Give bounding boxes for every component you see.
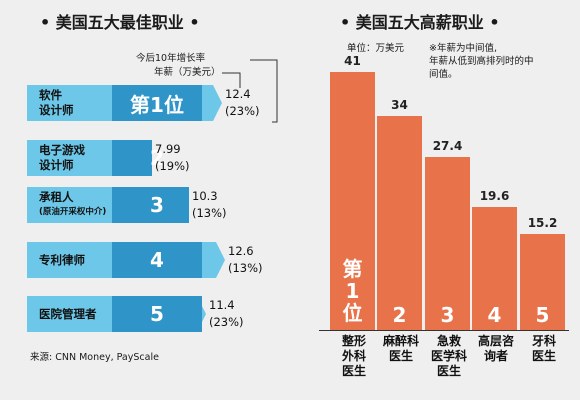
salary-column <box>425 157 470 330</box>
rank-label: 5 <box>150 302 164 326</box>
rank-char: 第 <box>342 257 363 281</box>
column-rank-label: 2 <box>392 303 407 327</box>
category-line: 医生 <box>341 364 366 378</box>
salary-bar <box>27 242 225 278</box>
salary-value: 10.3 <box>192 189 218 203</box>
occupation-line: 软件 <box>39 88 62 102</box>
legend-salary-label: 年薪（万美元） <box>154 67 221 78</box>
rank-box <box>112 296 202 332</box>
occupation-label: 电子游戏 设计师 <box>39 140 85 176</box>
salary-value: 12.6 <box>228 244 254 258</box>
legend-growth-label: 今后10年增长率 <box>136 53 206 64</box>
occupation-line: 医院管理者 <box>39 306 97 321</box>
column-value-label: 41 <box>344 54 361 68</box>
column-value-label: 34 <box>391 98 408 112</box>
column-category-label: 急救 医学科 医生 <box>424 334 474 379</box>
right-chart-title: • 美国五大高薪职业 • <box>340 13 500 32</box>
occupation-label: 承租人 (原油开采权中介) <box>39 187 106 223</box>
occupation-line: 设计师 <box>39 158 74 172</box>
bar-row: 承租人 (原油开采权中介) 3 10.3 (13%) <box>27 187 269 223</box>
occupation-line: 专利律师 <box>39 252 85 267</box>
rank-box <box>112 85 202 121</box>
growth-value: (13%) <box>228 261 263 275</box>
column-rank-label: 5 <box>535 303 550 327</box>
rank-char: 1 <box>345 279 360 303</box>
salary-bar <box>27 140 152 176</box>
bar-row: 电子游戏 设计师 2 7.99 (19%) <box>27 140 232 176</box>
category-line: 医学科 <box>430 349 467 363</box>
rank-box <box>112 242 202 278</box>
legend-connector-lines <box>222 59 278 123</box>
column-category-label: 整形 外科 医生 <box>329 334 379 379</box>
category-line: 高层咨 <box>477 334 514 348</box>
category-line: 医生 <box>531 349 556 363</box>
category-line: 询者 <box>483 349 508 363</box>
unit-label: 单位：万美元 <box>347 43 405 54</box>
occupation-label: 医院管理者 <box>39 296 97 332</box>
occupation-line: 承租人 <box>39 190 74 204</box>
occupation-label: 专利律师 <box>39 242 85 278</box>
occupation-sub: (原油开采权中介) <box>39 207 107 217</box>
salary-bar <box>27 85 222 121</box>
occupation-line: 电子游戏 <box>39 143 85 157</box>
column-value-label: 15.2 <box>527 216 558 230</box>
salary-column <box>520 234 565 330</box>
category-line: 医生 <box>436 364 461 378</box>
column-rank-label: 4 <box>487 303 502 327</box>
rank-label: 3 <box>150 193 164 217</box>
category-line: 麻醉科 <box>382 334 419 348</box>
salary-value: 12.4 <box>225 87 251 101</box>
occupation-label: 软件 设计师 <box>39 85 74 121</box>
growth-value: (13%) <box>192 206 227 220</box>
bar-row: 专利律师 4 12.6 (13%) <box>27 242 305 278</box>
column-category-label: 高层咨 询者 <box>471 334 521 364</box>
occupation-line: 设计师 <box>39 103 74 117</box>
rank-box <box>112 140 152 176</box>
column-value-label: 19.6 <box>479 189 510 203</box>
column-category-label: 麻醉科 医生 <box>376 334 426 364</box>
column-value-label: 27.4 <box>432 139 463 153</box>
right-chart-baseline <box>319 330 569 331</box>
salary-column <box>377 116 422 330</box>
note-line-3: 间值。 <box>429 69 458 80</box>
rank-char: 位 <box>342 301 363 325</box>
salary-value: 11.4 <box>209 298 235 312</box>
column-category-label: 牙科 医生 <box>519 334 569 364</box>
note-line-1: ※年薪为中间值, <box>429 43 497 54</box>
salary-bar <box>27 296 206 332</box>
salary-value: 7.99 <box>155 142 181 156</box>
category-line: 急救 <box>436 334 461 348</box>
left-chart-title: • 美国五大最佳职业 • <box>40 13 200 32</box>
rank-box <box>112 187 189 223</box>
growth-value: (23%) <box>225 104 260 118</box>
growth-value: (19%) <box>155 159 190 173</box>
rank-label: 4 <box>150 248 164 272</box>
category-line: 牙科 <box>531 334 556 348</box>
salary-column <box>472 207 517 330</box>
source-note: 来源: CNN Money, PayScale <box>30 352 159 363</box>
salary-column <box>330 72 375 330</box>
bar-row: 软件 设计师 第1位 12.4 (23%) <box>27 85 302 121</box>
growth-value: (23%) <box>209 315 244 329</box>
bar-row: 医院管理者 5 11.4 (23%) <box>27 296 286 332</box>
category-line: 外科 <box>341 349 366 363</box>
category-line: 整形 <box>341 334 366 348</box>
rank-label: 第1位 <box>130 92 184 117</box>
column-rank-label: 3 <box>440 303 455 327</box>
category-line: 医生 <box>388 349 413 363</box>
salary-bar <box>27 187 189 223</box>
rank-label: 2 <box>150 146 164 170</box>
note-line-2: 年薪从低到高排列时的中 <box>429 56 534 67</box>
